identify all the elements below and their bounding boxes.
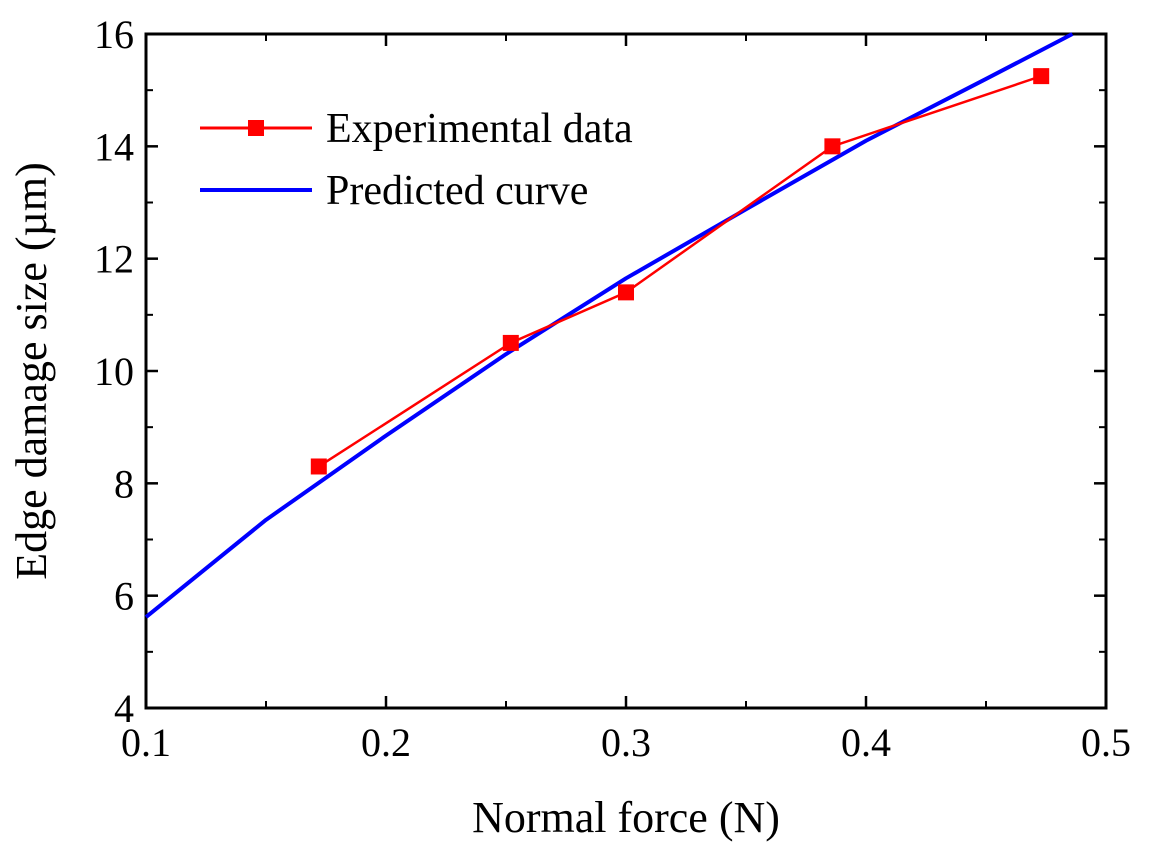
legend-experimental-marker: [248, 120, 264, 136]
y-tick-label: 10: [94, 349, 134, 394]
x-tick-label: 0.5: [1081, 720, 1131, 765]
series-predicted-curve-line: [144, 32, 1074, 619]
x-tick-label: 0.2: [361, 720, 411, 765]
y-tick-label: 6: [114, 574, 134, 619]
y-tick-label: 4: [114, 686, 134, 731]
y-tick-label: 8: [114, 461, 134, 506]
experimental-point: [1033, 68, 1050, 85]
experimental-point: [310, 458, 327, 475]
y-axis-title: Edge damage size (µm): [7, 162, 56, 580]
axis-ticks: [144, 32, 1108, 710]
x-axis-title: Normal force (N): [472, 793, 780, 842]
y-tick-labels: 4 6 8 10 12 14 16: [94, 12, 134, 731]
legend-predicted-label: Predicted curve: [326, 168, 588, 214]
legend-experimental-label: Experimental data: [326, 106, 633, 152]
y-tick-label: 16: [94, 12, 134, 57]
x-tick-labels: 0.1 0.2 0.3 0.4 0.5: [121, 720, 1131, 765]
experimental-point: [824, 138, 841, 155]
x-tick-label: 0.1: [121, 720, 171, 765]
series-layer: [144, 32, 1074, 619]
legend: Experimental data Predicted curve: [200, 106, 633, 214]
experimental-point: [502, 334, 519, 351]
x-tick-label: 0.3: [601, 720, 651, 765]
x-tick-label: 0.4: [841, 720, 891, 765]
y-tick-label: 12: [94, 237, 134, 282]
experimental-point: [618, 284, 634, 301]
y-tick-label: 14: [94, 124, 134, 169]
